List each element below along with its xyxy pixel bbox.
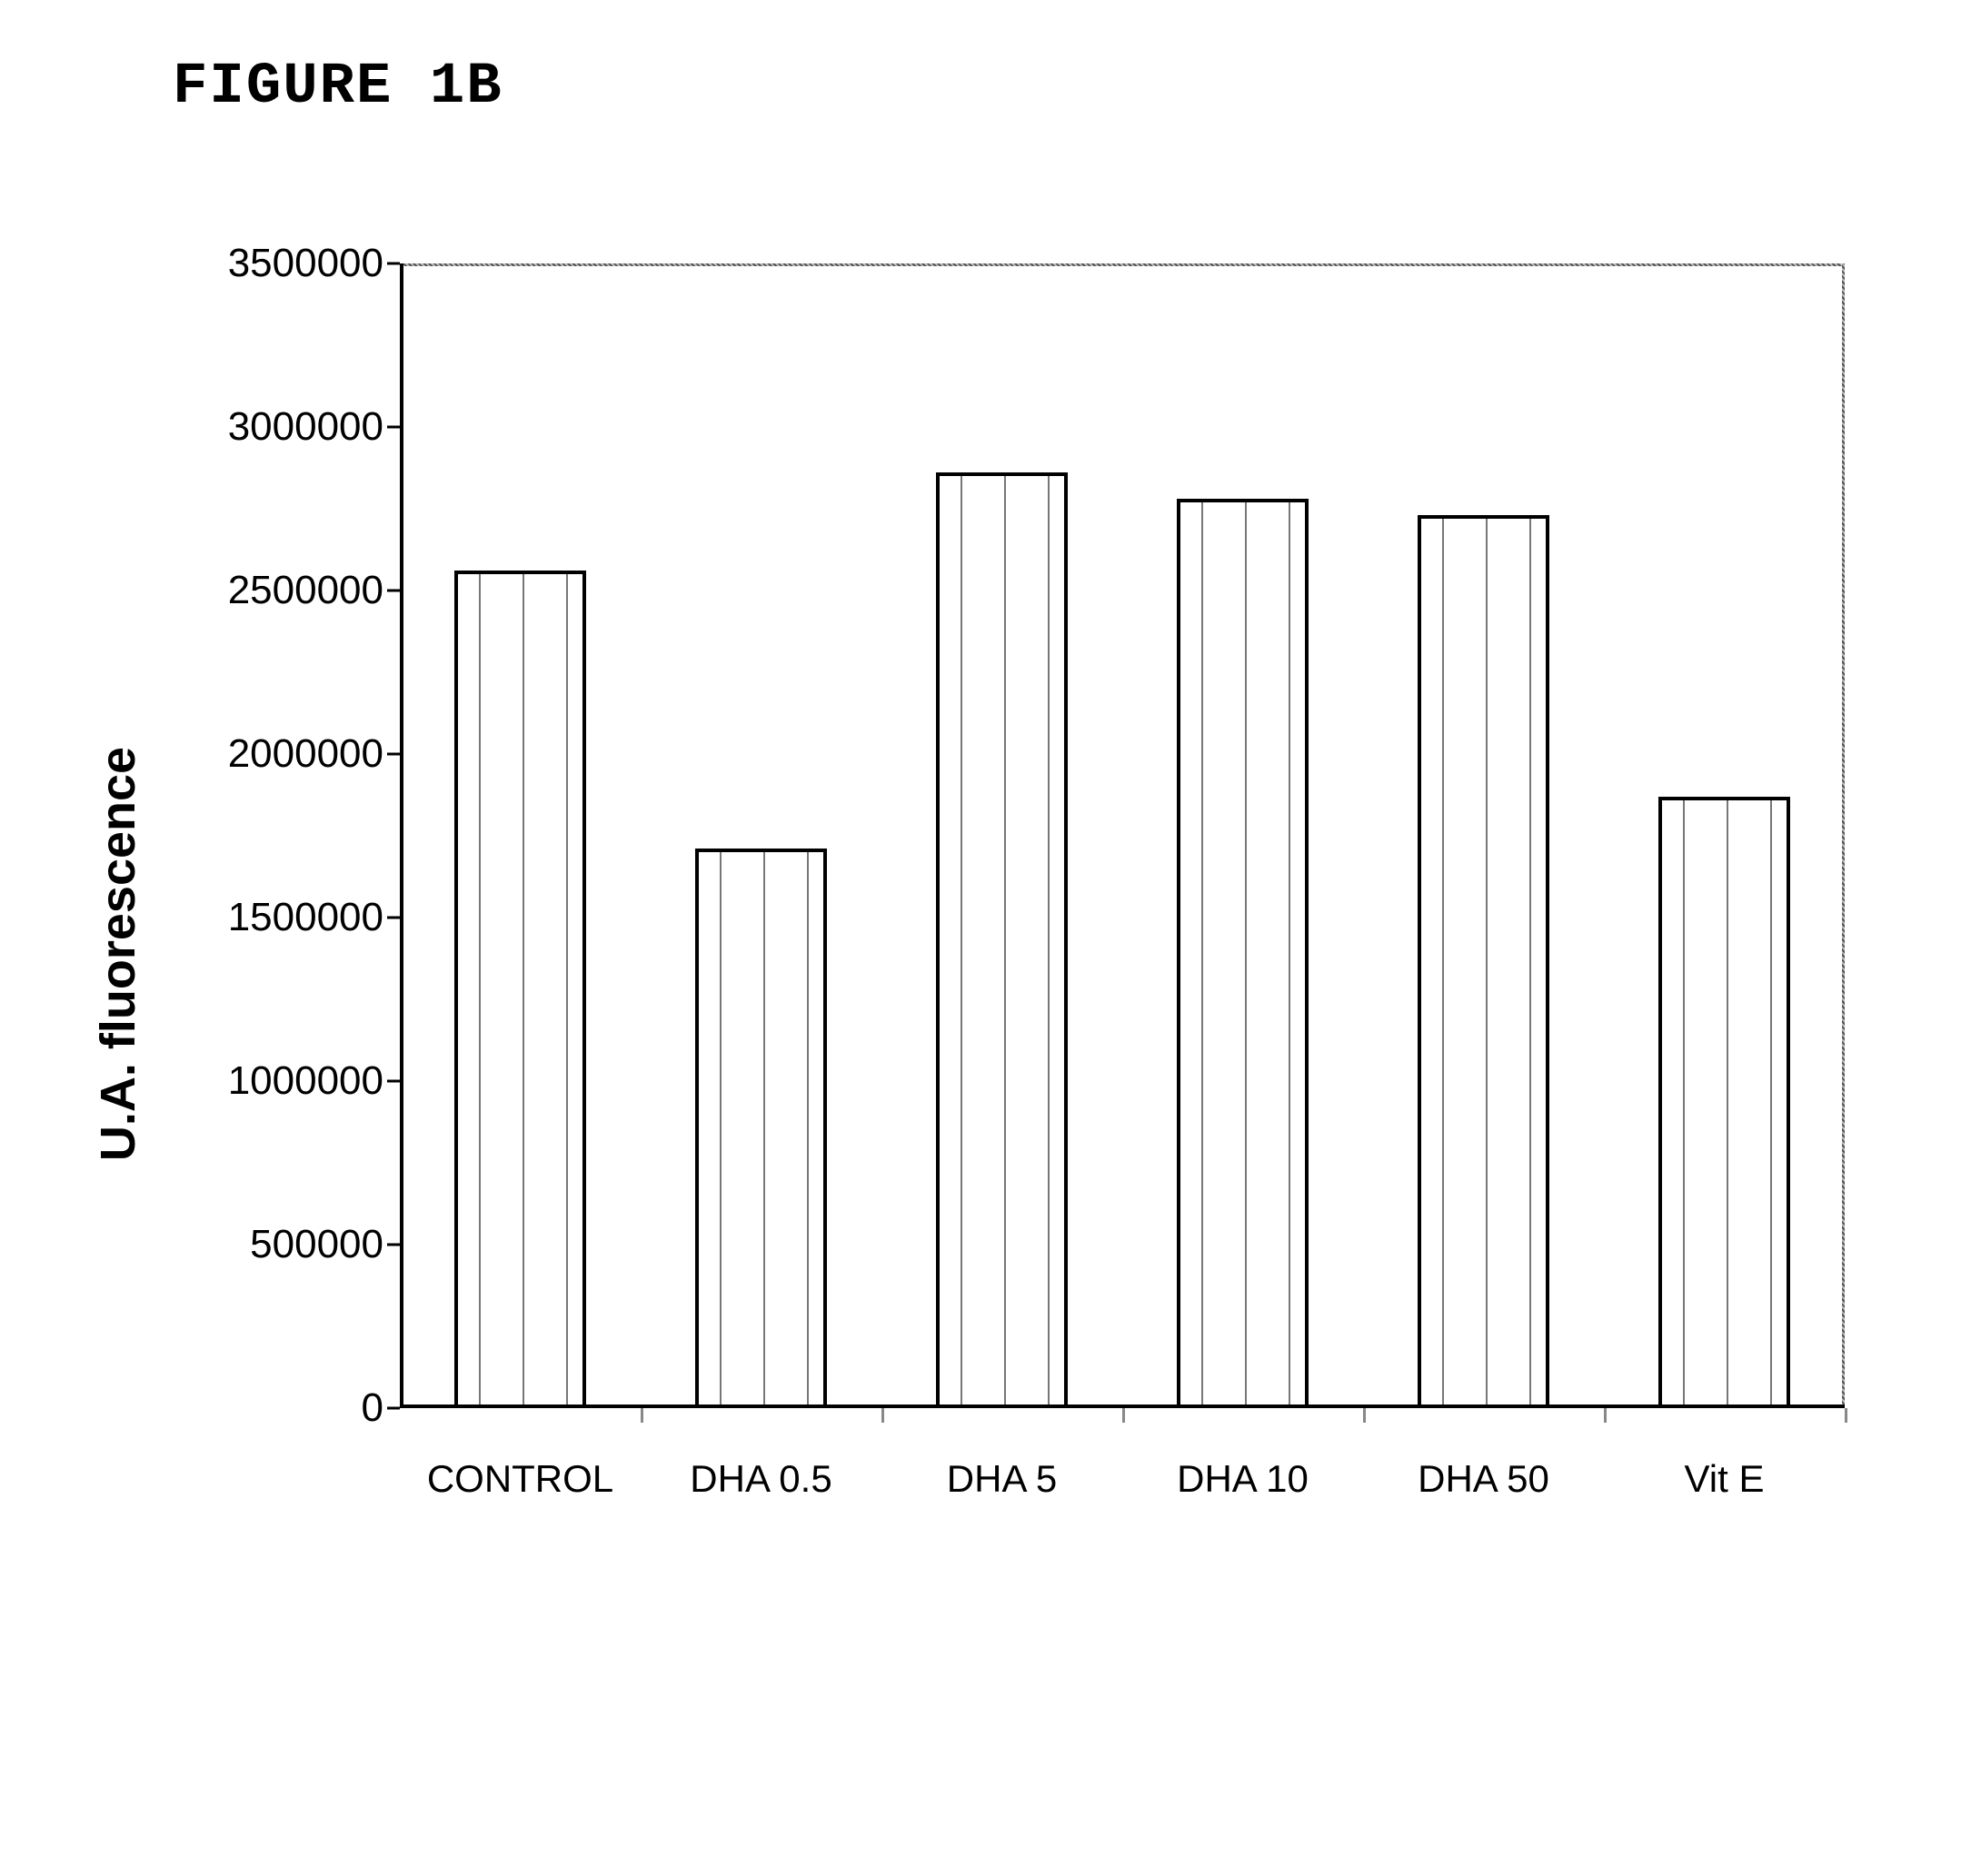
y-axis-label: U.A. fluorescence	[90, 747, 146, 1161]
bar-slot: DHA 50	[1363, 263, 1604, 1408]
y-tick-label: 2000000	[165, 731, 383, 777]
y-tick-mark	[387, 426, 400, 429]
bar	[936, 472, 1069, 1408]
y-tick-mark	[387, 1244, 400, 1246]
y-tick-label: 1500000	[165, 895, 383, 940]
bar	[695, 849, 828, 1408]
y-tick-label: 2500000	[165, 568, 383, 613]
bar	[1418, 515, 1550, 1408]
y-tick-label: 3500000	[165, 241, 383, 286]
x-tick-mark	[641, 1408, 643, 1423]
y-tick-label: 500000	[165, 1222, 383, 1267]
y-tick-label: 0	[165, 1385, 383, 1431]
x-tick-mark	[1845, 1408, 1847, 1423]
x-tick-mark	[1122, 1408, 1125, 1423]
bar-chart: U.A. fluorescence 0500000100000015000002…	[82, 263, 1863, 1644]
category-label: DHA 0.5	[625, 1457, 898, 1501]
bar-slot: DHA 0.5	[641, 263, 881, 1408]
y-tick-mark	[387, 1407, 400, 1410]
bar-slot: DHA 5	[881, 263, 1122, 1408]
category-label: DHA 50	[1348, 1457, 1620, 1501]
category-label: DHA 5	[866, 1457, 1139, 1501]
y-tick-mark	[387, 917, 400, 919]
bar	[1658, 797, 1791, 1408]
bar-slot: Vit E	[1604, 263, 1845, 1408]
bar	[454, 571, 587, 1408]
x-tick-mark	[1363, 1408, 1366, 1423]
x-tick-mark	[1604, 1408, 1607, 1423]
figure-title: FIGURE 1B	[173, 55, 503, 120]
y-tick-label: 3000000	[165, 404, 383, 450]
category-label: DHA 10	[1107, 1457, 1379, 1501]
bar-slot: CONTROL	[400, 263, 641, 1408]
bars-layer: CONTROLDHA 0.5DHA 5DHA 10DHA 50Vit E	[400, 263, 1845, 1408]
y-tick-labels: 0500000100000015000002000000250000030000…	[173, 263, 391, 1408]
plot-area: CONTROLDHA 0.5DHA 5DHA 10DHA 50Vit E	[400, 263, 1845, 1408]
y-tick-mark	[387, 753, 400, 756]
category-label: CONTROL	[384, 1457, 657, 1501]
y-tick-label: 1000000	[165, 1058, 383, 1104]
page: FIGURE 1B U.A. fluorescence 050000010000…	[0, 0, 1971, 1876]
y-tick-mark	[387, 263, 400, 265]
category-label: Vit E	[1588, 1457, 1861, 1501]
y-tick-mark	[387, 1080, 400, 1083]
x-tick-mark	[881, 1408, 884, 1423]
y-tick-mark	[387, 590, 400, 592]
bar	[1177, 499, 1309, 1408]
bar-slot: DHA 10	[1122, 263, 1363, 1408]
